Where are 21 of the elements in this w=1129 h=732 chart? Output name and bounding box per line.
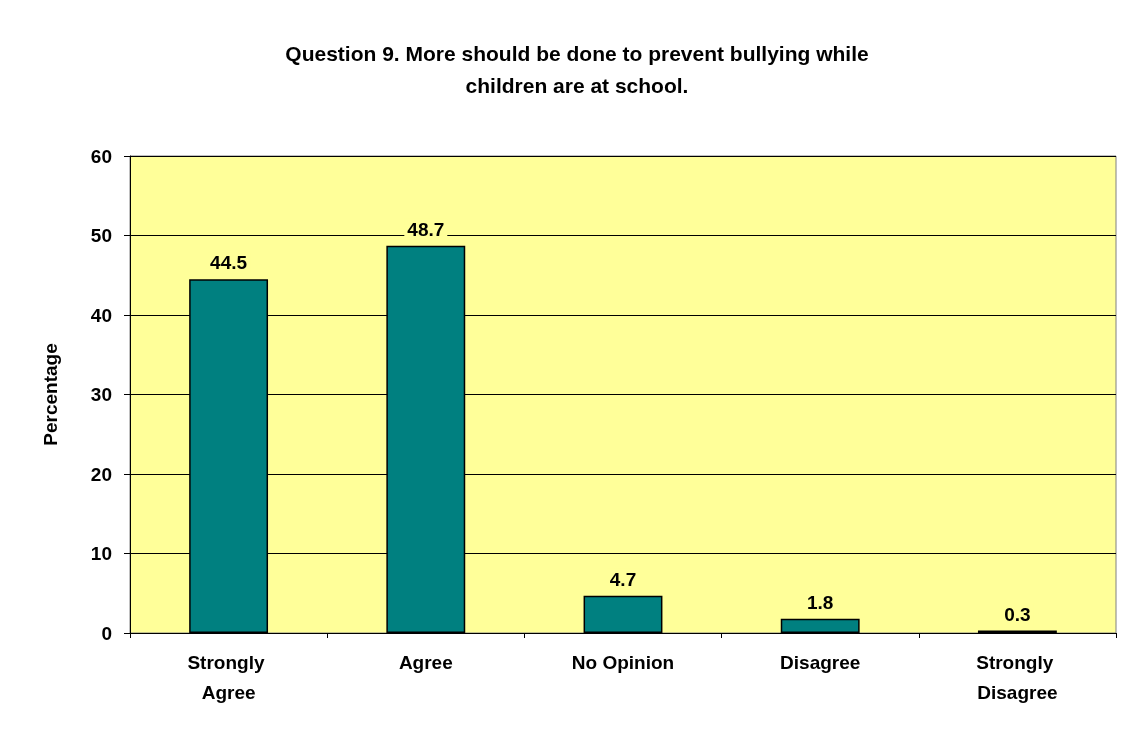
x-tick-label: No Opinion — [571, 651, 675, 673]
data-label: 48.7 — [407, 218, 445, 240]
y-axis-title: Percentage — [40, 343, 61, 446]
x-tick-label: Strongly Agree — [187, 651, 270, 703]
y-tick-label: 0 — [101, 622, 112, 644]
y-tick-label: 50 — [90, 225, 112, 246]
y-tick-label: 30 — [90, 384, 112, 405]
x-tick-label: Disagree — [780, 651, 861, 673]
bar — [583, 595, 663, 633]
data-label: 0.3 — [1004, 603, 1031, 625]
x-tick-label: Strongly Disagree — [976, 651, 1059, 703]
y-tick-label: 60 — [90, 145, 112, 167]
data-label: 4.7 — [609, 568, 637, 590]
x-tick-label: Agree — [398, 651, 453, 673]
y-tick-label: 10 — [90, 543, 112, 564]
data-label: 44.5 — [210, 252, 248, 274]
y-tick-label: 20 — [90, 463, 112, 485]
data-label: 1.8 — [806, 591, 834, 613]
y-tick-label: 40 — [90, 304, 112, 326]
bar — [780, 618, 860, 633]
chart-title: Question 9. More should be done to prevent bullying while children are at school. — [285, 41, 869, 97]
